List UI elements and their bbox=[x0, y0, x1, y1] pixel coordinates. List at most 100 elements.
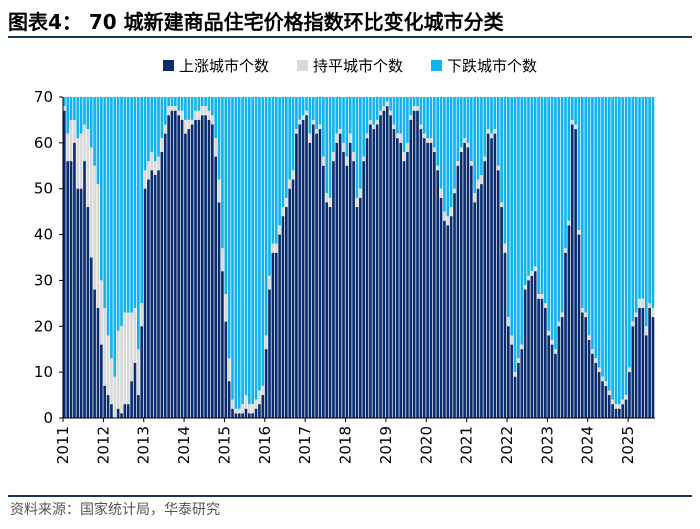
bar-up bbox=[392, 129, 396, 418]
bar-up bbox=[308, 142, 312, 418]
bar-up bbox=[224, 321, 228, 418]
x-tick-label: 2021 bbox=[458, 426, 476, 464]
bar-flat bbox=[544, 303, 547, 308]
bar-up bbox=[258, 404, 261, 418]
bar-down bbox=[187, 97, 191, 120]
bar-flat bbox=[352, 152, 355, 162]
bar-flat bbox=[291, 170, 295, 180]
stacked-bar-chart: 0 10 20 30 40 50 60 70 2011 2012 2013 2014 2015 2016 2… bbox=[34, 88, 655, 464]
bar-down bbox=[103, 97, 107, 308]
bar-down bbox=[298, 97, 302, 120]
y-tick-label: 20 bbox=[34, 317, 53, 335]
bar-up bbox=[382, 110, 386, 418]
bar-up bbox=[396, 138, 399, 418]
bar-flat bbox=[436, 165, 440, 171]
bar-down bbox=[614, 97, 618, 405]
bar-flat bbox=[342, 142, 345, 153]
bar-up bbox=[261, 395, 265, 418]
bar-up bbox=[143, 188, 147, 418]
bar-down bbox=[79, 97, 83, 134]
bar-up bbox=[520, 349, 524, 418]
bar-flat bbox=[433, 147, 436, 153]
bar-flat bbox=[110, 358, 113, 405]
bar-down bbox=[214, 97, 218, 139]
x-tick-label: 2014 bbox=[175, 426, 193, 464]
bar-up bbox=[359, 197, 362, 418]
bar-up bbox=[93, 289, 96, 418]
bar-down bbox=[295, 97, 298, 130]
bar-up bbox=[137, 395, 140, 418]
bar-flat bbox=[621, 399, 625, 405]
bar-flat bbox=[194, 110, 197, 120]
bar-flat bbox=[422, 133, 426, 139]
bar-down bbox=[264, 97, 268, 336]
bar-up bbox=[466, 147, 470, 418]
x-tick-label: 2018 bbox=[337, 426, 355, 464]
bar-flat bbox=[560, 312, 564, 318]
bar-flat bbox=[264, 335, 268, 350]
bar-flat bbox=[335, 133, 339, 143]
bar-flat bbox=[369, 119, 372, 125]
bar-down bbox=[254, 97, 258, 400]
bar-up bbox=[133, 362, 137, 418]
bar-down bbox=[466, 97, 470, 143]
bar-down bbox=[382, 97, 386, 107]
bar-flat bbox=[288, 179, 292, 189]
bar-up bbox=[251, 413, 255, 418]
legend-item-up: 上涨城市个数 bbox=[162, 55, 269, 76]
bar-flat bbox=[123, 312, 127, 405]
bar-down bbox=[439, 97, 443, 189]
bar-flat bbox=[446, 216, 450, 226]
bar-up bbox=[335, 142, 339, 418]
bar-down bbox=[476, 97, 480, 180]
bar-down bbox=[123, 97, 127, 313]
bar-flat bbox=[517, 358, 520, 363]
bar-up bbox=[231, 408, 234, 418]
bar-up bbox=[621, 404, 625, 418]
bar-flat bbox=[628, 367, 631, 373]
bar-flat bbox=[174, 106, 177, 111]
bar-down bbox=[527, 97, 530, 276]
bar-down bbox=[389, 97, 392, 111]
bar-down bbox=[577, 97, 581, 230]
bar-down bbox=[83, 97, 86, 125]
bar-flat bbox=[382, 106, 386, 111]
bar-up bbox=[372, 129, 376, 418]
bar-flat bbox=[79, 133, 83, 189]
bar-up bbox=[513, 376, 517, 418]
bar-up bbox=[607, 395, 611, 418]
bar-down bbox=[335, 97, 339, 134]
bar-up bbox=[123, 404, 127, 418]
bar-down bbox=[251, 97, 255, 405]
bar-flat bbox=[244, 395, 248, 409]
bar-down bbox=[557, 97, 561, 322]
bar-down bbox=[140, 97, 144, 304]
bar-flat bbox=[641, 298, 645, 308]
bar-up bbox=[322, 165, 325, 418]
bar-up bbox=[422, 138, 426, 418]
bar-up bbox=[577, 234, 581, 418]
bar-flat bbox=[167, 106, 170, 116]
bar-flat bbox=[234, 408, 238, 414]
bar-up bbox=[597, 372, 601, 418]
bar-flat bbox=[554, 349, 557, 354]
bar-up bbox=[126, 404, 130, 418]
bar-flat bbox=[184, 119, 187, 134]
bar-flat bbox=[389, 110, 392, 116]
bar-down bbox=[651, 97, 655, 308]
bar-up bbox=[66, 161, 70, 418]
bar-down bbox=[456, 97, 460, 162]
bar-down bbox=[604, 97, 608, 382]
bottom-rule bbox=[8, 495, 692, 497]
bar-down bbox=[207, 97, 211, 111]
bar-up bbox=[375, 124, 379, 418]
x-tick-label: 2015 bbox=[215, 426, 233, 464]
bar-up bbox=[271, 252, 275, 418]
bar-down bbox=[160, 97, 164, 139]
bar-flat bbox=[217, 179, 221, 203]
legend-item-flat: 持平城市个数 bbox=[296, 55, 403, 76]
bar-flat bbox=[594, 358, 598, 363]
bar-down bbox=[325, 97, 329, 194]
bar-up bbox=[150, 170, 154, 418]
bar-down bbox=[581, 97, 584, 308]
